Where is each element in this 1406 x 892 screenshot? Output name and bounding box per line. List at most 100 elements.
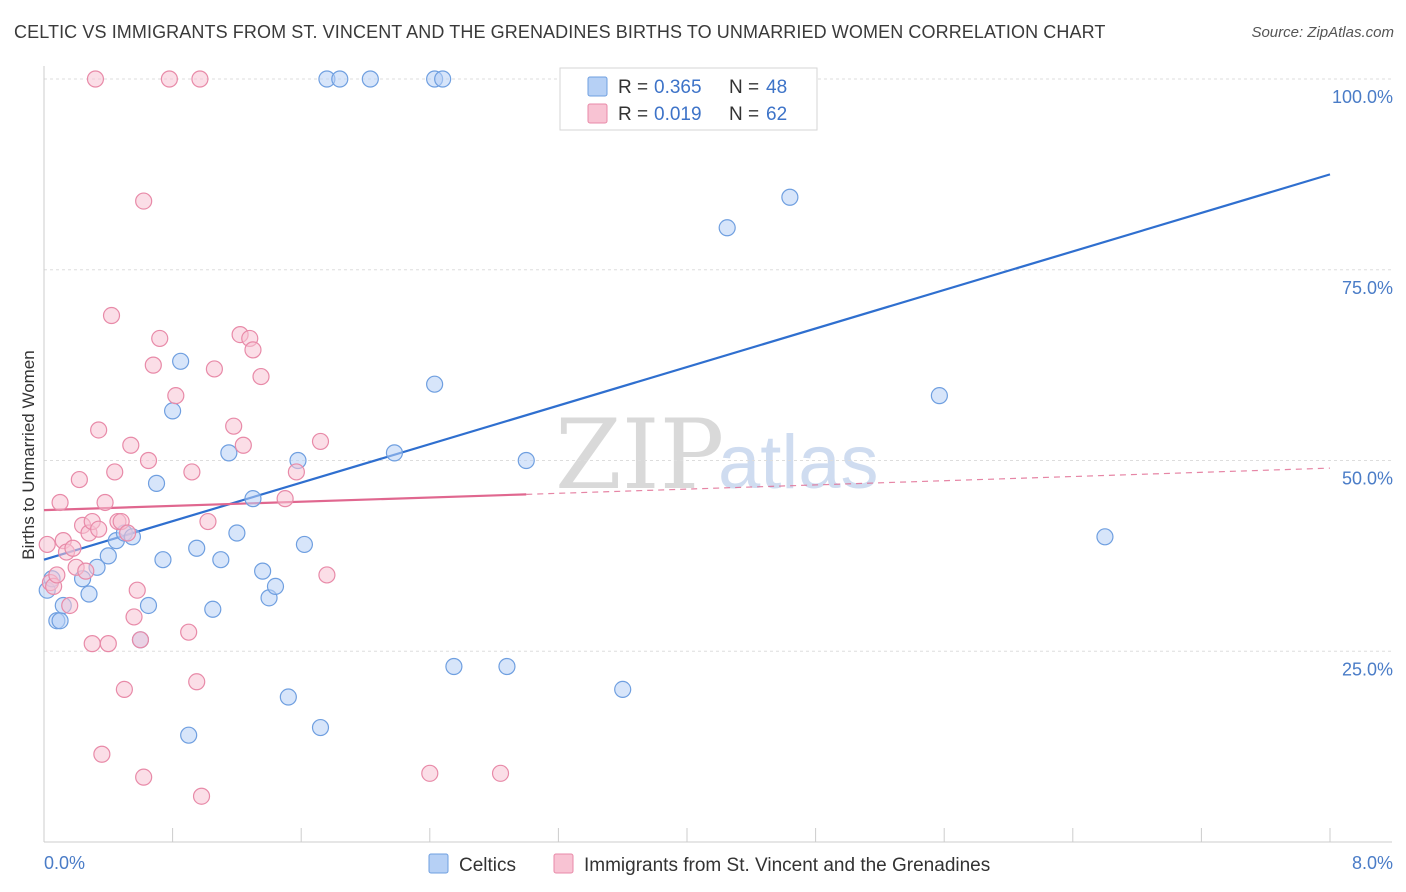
point-celtics-13	[139, 596, 158, 615]
legend-n-label-immigrants: N =	[729, 104, 759, 125]
point-celtics-39	[445, 657, 463, 676]
point-immigrants-45	[205, 360, 223, 378]
point-celtics-45	[781, 188, 799, 206]
point-immigrants-10	[70, 470, 88, 489]
point-immigrants-57	[491, 764, 510, 782]
point-celtics-37	[434, 70, 452, 88]
point-celtics-24	[244, 490, 262, 508]
point-immigrants-30	[128, 581, 146, 599]
point-immigrants-53	[287, 463, 305, 481]
point-celtics-22	[220, 444, 238, 462]
point-celtics-14	[147, 474, 166, 492]
point-celtics-6	[80, 585, 98, 603]
legend-n-label-celtics: N =	[729, 77, 759, 98]
point-immigrants-12	[77, 562, 95, 580]
point-celtics-30	[295, 535, 314, 554]
point-immigrants-37	[160, 70, 178, 88]
y-axis-label: Births to Unmarried Women	[19, 350, 38, 559]
point-immigrants-54	[311, 432, 330, 451]
point-immigrants-26	[115, 680, 133, 699]
point-immigrants-56	[421, 764, 439, 782]
point-celtics-20	[204, 600, 222, 618]
legend-r-value-immigrants: 0.019	[654, 104, 702, 125]
point-celtics-44	[718, 219, 736, 237]
point-immigrants-17	[90, 520, 108, 538]
point-immigrants-7	[61, 596, 79, 615]
x-tick-label-min: 0.0%	[44, 853, 85, 873]
legend-swatch-celtics	[587, 76, 608, 97]
point-immigrants-33	[135, 192, 153, 210]
point-celtics-33	[331, 70, 349, 88]
point-immigrants-55	[318, 566, 336, 584]
point-immigrants-20	[96, 493, 114, 512]
point-celtics-47	[1096, 528, 1114, 546]
legend-n-value-celtics: 48	[766, 77, 787, 98]
point-celtics-18	[180, 726, 198, 744]
point-immigrants-42	[191, 70, 209, 88]
point-immigrants-16	[86, 70, 105, 88]
legend-r-label-celtics: R =	[618, 77, 648, 98]
point-celtics-19	[188, 539, 206, 557]
bottom-legend-swatch-immigrants	[553, 853, 574, 874]
point-immigrants-38	[167, 387, 185, 405]
point-immigrants-46	[225, 417, 243, 435]
point-immigrants-31	[131, 631, 150, 649]
point-immigrants-52	[276, 490, 294, 508]
y-tick-label-50: 50.0%	[1342, 469, 1393, 489]
point-celtics-31	[311, 718, 330, 737]
point-celtics-15	[154, 551, 172, 569]
point-celtics-43	[614, 680, 632, 699]
watermark-zip: ZIP	[555, 399, 724, 511]
point-immigrants-44	[199, 512, 217, 531]
legend-swatch-immigrants	[587, 103, 608, 124]
point-celtics-34	[361, 70, 379, 88]
bottom-legend-label-immigrants: Immigrants from St. Vincent and the Gren…	[584, 855, 990, 876]
y-tick-label-100: 100.0%	[1332, 87, 1393, 107]
source-label: Source: ZipAtlas.com	[1251, 24, 1394, 41]
point-immigrants-40	[183, 463, 201, 481]
chart-title: CELTIC VS IMMIGRANTS FROM ST. VINCENT AN…	[14, 22, 1106, 42]
point-immigrants-23	[106, 463, 124, 481]
point-celtics-17	[172, 352, 190, 370]
point-immigrants-41	[188, 673, 206, 691]
point-immigrants-18	[90, 421, 108, 439]
legend-r-value-celtics: 0.365	[654, 77, 702, 98]
point-immigrants-21	[99, 635, 117, 653]
point-immigrants-3	[48, 566, 66, 584]
point-celtics-35	[385, 444, 404, 462]
axes	[43, 66, 1392, 843]
point-celtics-23	[228, 524, 246, 542]
bottom-legend-label-celtics: Celtics	[459, 855, 516, 876]
point-celtics-40	[498, 657, 516, 676]
point-immigrants-32	[135, 768, 153, 786]
point-immigrants-22	[102, 306, 121, 325]
point-celtics-27	[266, 577, 285, 595]
point-immigrants-50	[244, 341, 262, 359]
point-celtics-46	[930, 387, 948, 405]
series-immigrants	[38, 70, 510, 805]
point-immigrants-0	[38, 535, 56, 554]
watermark-atlas: atlas	[718, 420, 879, 505]
y-tick-label-75: 75.0%	[1342, 278, 1393, 298]
point-celtics-21	[212, 551, 230, 569]
point-immigrants-28	[122, 436, 140, 454]
data-points	[38, 70, 1114, 805]
point-celtics-41	[517, 451, 535, 470]
point-immigrants-36	[151, 329, 169, 348]
point-celtics-25	[254, 562, 272, 580]
point-celtics-3	[51, 612, 69, 630]
point-immigrants-8	[64, 539, 82, 557]
trend-line-immigrants-extension	[526, 467, 1331, 495]
point-immigrants-43	[192, 787, 211, 805]
point-immigrants-51	[252, 367, 270, 386]
legend-r-label-immigrants: R =	[618, 104, 648, 125]
point-celtics-16	[164, 402, 182, 420]
point-immigrants-35	[144, 356, 162, 374]
x-tick-label-max: 8.0%	[1352, 853, 1393, 873]
point-celtics-8	[99, 547, 117, 565]
point-celtics-28	[279, 688, 297, 706]
bottom-legend-swatch-celtics	[428, 853, 449, 874]
point-immigrants-29	[125, 608, 143, 626]
point-immigrants-39	[180, 623, 198, 641]
